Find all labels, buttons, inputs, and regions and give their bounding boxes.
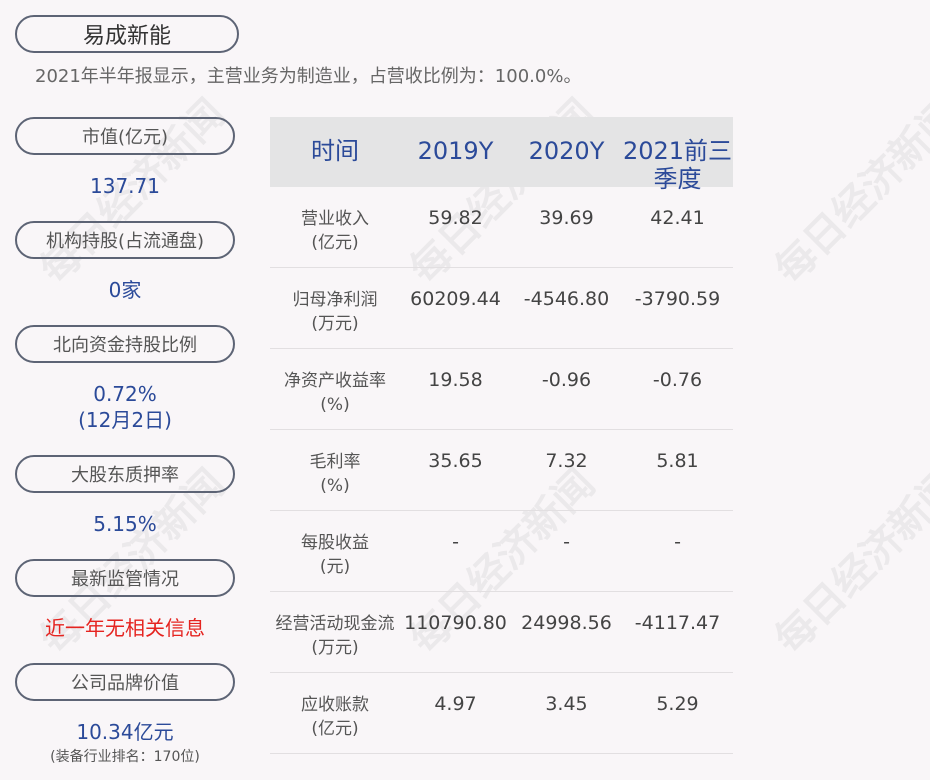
business-summary: 2021年半年报显示，主营业务为制造业，占营收比例为：100.0%。 xyxy=(35,66,582,87)
cell-value: - xyxy=(674,531,681,553)
market-cap-value: 137.71 xyxy=(90,174,160,198)
market-cap-label: 市值(亿元) xyxy=(15,117,235,155)
cell-value: 7.32 xyxy=(545,450,588,472)
cell-value: -4117.47 xyxy=(634,612,721,634)
table-row: 经营活动现金流 (万元) 110790.80 24998.56 -4117.47 xyxy=(270,592,733,673)
table-row: 每股收益 (元) - - - xyxy=(270,511,733,592)
regulation-value: 近一年无相关信息 xyxy=(45,616,205,640)
cell-value: 60209.44 xyxy=(410,288,501,310)
row-label: 应收账款 (亿元) xyxy=(270,673,400,753)
cell-value: - xyxy=(563,531,570,553)
cell-value: 35.65 xyxy=(428,450,483,472)
institution-holding-label: 机构持股(占流通盘) xyxy=(15,221,235,259)
header-time: 时间 xyxy=(311,137,359,165)
metric-unit: (万元) xyxy=(311,314,359,334)
cell-value: 5.81 xyxy=(656,450,699,472)
table-row: 净资产收益率 (%) 19.58 -0.96 -0.76 xyxy=(270,349,733,430)
cell-value: -0.96 xyxy=(541,369,592,391)
row-label: 营业收入 (亿元) xyxy=(270,187,400,267)
northbound-label: 北向资金持股比例 xyxy=(15,325,235,363)
metric-unit: (亿元) xyxy=(311,719,359,739)
row-label: 经营活动现金流 (万元) xyxy=(270,592,400,672)
regulation-label: 最新监管情况 xyxy=(15,559,235,597)
row-label: 毛利率 (%) xyxy=(270,430,400,510)
northbound-value: 0.72% xyxy=(93,382,157,406)
row-label: 归母净利润 (万元) xyxy=(270,268,400,348)
watermark: 每日经济新闻 xyxy=(766,460,930,663)
metric-name: 净资产收益率 xyxy=(284,371,386,391)
cell-value: 39.69 xyxy=(539,207,594,229)
watermark: 每日经济新闻 xyxy=(766,90,930,293)
cell-value: 24998.56 xyxy=(521,612,612,634)
table-row: 归母净利润 (万元) 60209.44 -4546.80 -3790.59 xyxy=(270,268,733,349)
header-2021q3: 2021前三季度 xyxy=(622,137,733,193)
row-label: 净资产收益率 (%) xyxy=(270,349,400,429)
metric-name: 毛利率 xyxy=(309,452,361,472)
cell-value: -0.76 xyxy=(652,369,703,391)
table-row: 营业收入 (亿元) 59.82 39.69 42.41 xyxy=(270,187,733,268)
pledge-rate-value: 5.15% xyxy=(93,512,157,536)
cell-value: 4.97 xyxy=(434,693,477,715)
metric-name: 经营活动现金流 xyxy=(275,614,395,634)
metric-unit: (%) xyxy=(320,395,350,415)
metric-unit: (万元) xyxy=(311,638,359,658)
cell-value: -4546.80 xyxy=(523,288,610,310)
metric-name: 每股收益 xyxy=(301,533,369,553)
metric-unit: (亿元) xyxy=(311,233,359,253)
cell-value: 59.82 xyxy=(428,207,483,229)
institution-holding-value: 0家 xyxy=(108,278,142,302)
company-name: 易成新能 xyxy=(15,15,239,53)
metric-name: 归母净利润 xyxy=(292,290,378,310)
table-row: 应收账款 (亿元) 4.97 3.45 5.29 xyxy=(270,673,733,754)
brand-rank-note: (装备行业排名：170位) xyxy=(50,749,200,765)
table-header: 时间 2019Y 2020Y 2021前三季度 xyxy=(270,117,733,193)
cell-value: 110790.80 xyxy=(404,612,507,634)
cell-value: 42.41 xyxy=(650,207,705,229)
cell-value: - xyxy=(452,531,459,553)
cell-value: -3790.59 xyxy=(634,288,721,310)
financial-table: 时间 2019Y 2020Y 2021前三季度 营业收入 (亿元) 59.82 39.… xyxy=(270,117,733,754)
metric-unit: (%) xyxy=(320,476,350,496)
brand-value-label: 公司品牌价值 xyxy=(15,663,235,701)
metric-name: 营业收入 xyxy=(301,209,369,229)
row-label: 每股收益 (元) xyxy=(270,511,400,591)
cell-value: 5.29 xyxy=(656,693,699,715)
header-2019: 2019Y xyxy=(417,137,494,165)
metric-name: 应收账款 xyxy=(301,695,369,715)
cell-value: 19.58 xyxy=(428,369,483,391)
table-row: 毛利率 (%) 35.65 7.32 5.81 xyxy=(270,430,733,511)
northbound-date: (12月2日) xyxy=(78,408,172,432)
cell-value: 3.45 xyxy=(545,693,588,715)
pledge-rate-label: 大股东质押率 xyxy=(15,455,235,493)
brand-value: 10.34亿元 xyxy=(76,720,174,744)
header-2020: 2020Y xyxy=(528,137,605,165)
metric-unit: (元) xyxy=(319,557,351,577)
